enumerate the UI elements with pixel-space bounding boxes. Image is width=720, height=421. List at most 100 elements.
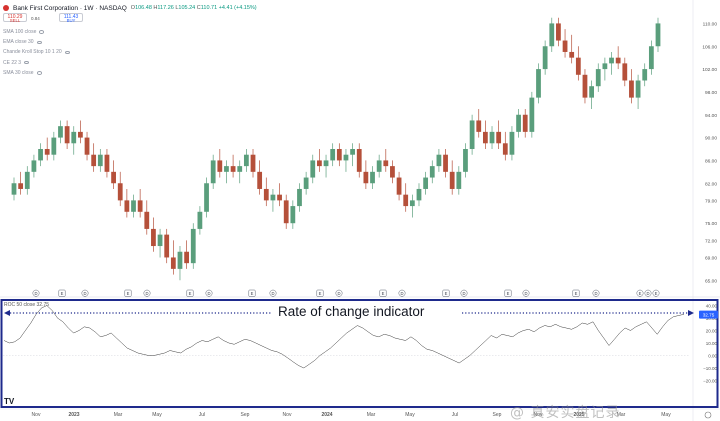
dividend-marker-icon xyxy=(81,289,89,297)
candle-body xyxy=(655,23,661,47)
candle-body xyxy=(595,69,601,87)
candle-body xyxy=(469,120,475,149)
candle-body xyxy=(164,234,170,258)
price-tick-label: 72.00 xyxy=(705,238,717,244)
earnings-marker-icon xyxy=(504,289,512,297)
candle-body xyxy=(609,57,614,64)
roc-pane: 40.0030.0020.0010.000.00−10.00−20.0032.7… xyxy=(0,299,719,408)
candle-body xyxy=(602,63,608,70)
candle-body xyxy=(11,183,17,195)
candle-body xyxy=(516,114,521,132)
watermark: @ 真安实盘记录 xyxy=(510,405,621,421)
roc-tick-label: −20.00 xyxy=(703,379,717,384)
price-tick-label: 102.00 xyxy=(702,67,717,73)
candle-body xyxy=(542,46,548,70)
candle-body xyxy=(58,126,63,138)
dividend-marker-icon xyxy=(32,289,40,297)
event-marker-label: E xyxy=(445,291,448,296)
candle-body xyxy=(303,177,309,189)
candle-body xyxy=(383,160,389,167)
dividend-marker-icon xyxy=(592,289,600,297)
price-scale[interactable]: 110.00 106.00 102.00 98.00 94.00 90.00 86.00 82… xyxy=(702,21,717,284)
event-marker-label: E xyxy=(251,291,254,296)
indicator-item[interactable]: SMA 100 close xyxy=(3,27,70,37)
candle-body xyxy=(197,211,203,229)
earnings-marker-icon xyxy=(124,289,132,297)
price-tick-label: 79.00 xyxy=(705,198,717,204)
candle-body xyxy=(376,160,382,172)
time-tick-label: Nov xyxy=(283,412,292,418)
candle-body xyxy=(456,171,462,189)
event-marker-label: D xyxy=(271,291,274,296)
candle-body xyxy=(237,166,243,172)
candlestick-series xyxy=(11,17,661,281)
candle-body xyxy=(396,177,402,195)
indicator-item[interactable]: Chande Kroll Stop 10 1 20 xyxy=(3,47,70,57)
indicator-item[interactable]: SMA 30 close xyxy=(3,68,70,78)
symbol-header[interactable]: Bank First Corporation · 1W · NASDAQ O10… xyxy=(3,2,257,14)
candle-body xyxy=(257,171,263,189)
eye-icon[interactable] xyxy=(24,60,30,65)
time-tick-label: Sep xyxy=(241,412,250,418)
arrow-right-icon xyxy=(688,310,694,316)
candle-body xyxy=(403,194,409,207)
event-marker-label: D xyxy=(462,291,465,296)
dividend-marker-icon xyxy=(335,289,343,297)
event-marker-label: D xyxy=(145,291,148,296)
candle-body xyxy=(38,149,43,161)
candle-body xyxy=(423,177,429,189)
candle-body xyxy=(84,137,90,155)
time-tick-label: Mar xyxy=(367,412,376,418)
candle-body xyxy=(71,131,77,144)
tradingview-logo[interactable]: TV xyxy=(4,397,15,406)
candle-body xyxy=(330,149,336,161)
buy-button[interactable]: 111.43 BUY xyxy=(59,13,83,22)
indicator-item[interactable]: CE 22 3 xyxy=(3,58,70,68)
candle-body xyxy=(343,154,349,161)
price-tick-label: 90.00 xyxy=(705,136,717,142)
event-marker-label: E xyxy=(382,291,385,296)
time-tick-label: Nov xyxy=(534,412,543,418)
price-tick-label: 65.00 xyxy=(705,278,717,284)
roc-legend[interactable]: ROC 50 close 32.75 xyxy=(4,302,50,308)
sell-price: 110.29 xyxy=(7,13,23,20)
dividend-marker-icon xyxy=(269,289,277,297)
candle-body xyxy=(635,80,641,98)
candle-body xyxy=(449,171,455,189)
candle-body xyxy=(51,137,57,155)
event-marker-label: E xyxy=(639,291,642,296)
candle-body xyxy=(496,131,502,144)
time-axis[interactable]: Nov 2023 Mar May Jul Sep Nov 2024 Mar May Jul Sep No… xyxy=(32,411,712,419)
roc-tick-label: 10.00 xyxy=(706,341,718,346)
eye-icon[interactable] xyxy=(39,30,45,34)
earnings-marker-icon xyxy=(248,289,256,297)
candle-body xyxy=(443,154,448,172)
candle-body xyxy=(589,86,594,98)
time-tick-label: Mar xyxy=(114,412,123,418)
candle-body xyxy=(24,171,30,189)
candle-body xyxy=(556,23,561,41)
eye-icon[interactable] xyxy=(64,50,70,55)
event-marker-label: D xyxy=(337,291,340,296)
roc-value-badge xyxy=(699,310,718,319)
dividend-marker-icon xyxy=(143,289,151,297)
candle-body xyxy=(277,194,282,201)
sell-button[interactable]: 110.29 SELL xyxy=(3,13,27,22)
time-tick-label: Mar xyxy=(617,412,626,418)
candle-body xyxy=(190,228,196,264)
time-tick-label: 2024 xyxy=(321,412,332,418)
event-marker-label: E xyxy=(507,291,510,296)
gear-icon xyxy=(704,411,712,419)
eye-icon[interactable] xyxy=(36,71,42,75)
indicator-item[interactable]: EMA close 30 xyxy=(3,37,70,47)
event-marker-label: E xyxy=(655,291,658,296)
candle-body xyxy=(310,160,316,178)
symbol-logo-icon xyxy=(3,5,9,11)
eye-icon[interactable] xyxy=(36,40,42,45)
event-marker-label: E xyxy=(319,291,322,296)
symbol-title[interactable]: Bank First Corporation · 1W · NASDAQ xyxy=(13,4,127,12)
